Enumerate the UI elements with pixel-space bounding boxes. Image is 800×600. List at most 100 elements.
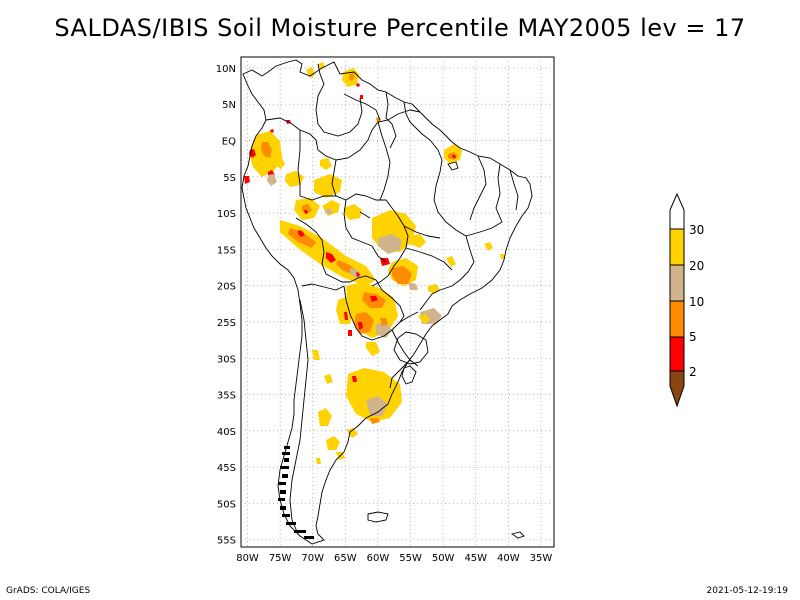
lon-tick-label: 65W <box>334 553 357 564</box>
border <box>315 63 363 137</box>
fill-yellow <box>318 408 332 426</box>
fill-yellow <box>324 374 333 384</box>
border <box>495 163 503 223</box>
latitude-tick-labels: 10N 5N EQ 5S 10S 15S 20S 25S 30S 35S 40S 45S 50S 55S <box>216 64 236 547</box>
lon-tick-label: 45W <box>464 553 487 564</box>
lat-tick-label: 5N <box>222 100 236 111</box>
legend-label: 30 <box>689 223 704 237</box>
lat-tick-label: EQ <box>222 136 236 147</box>
border <box>429 139 467 237</box>
legend-arrow-bottom <box>669 370 685 408</box>
island <box>304 536 314 539</box>
continent-outline <box>241 59 533 545</box>
island <box>294 530 306 533</box>
lat-tick-label: 15S <box>217 245 236 256</box>
percentile-fill <box>244 62 505 464</box>
fill-yellow <box>312 350 320 360</box>
border <box>391 329 419 367</box>
fill-tan <box>408 282 418 290</box>
border <box>343 285 419 341</box>
fill-yellow <box>314 174 342 198</box>
fill-yellow <box>418 314 430 324</box>
fill-tan <box>267 174 277 186</box>
fill-red <box>352 376 357 382</box>
map-title: SALDAS/IBIS Soil Moisture Percentile MAY… <box>54 14 746 42</box>
fill-yellow <box>320 158 332 170</box>
longitude-tick-labels: 80W 75W 70W 65W 60W 55W 50W 45W 40W 35W <box>236 553 552 564</box>
legend-label: 10 <box>689 295 704 309</box>
border <box>403 101 431 141</box>
island <box>510 531 525 539</box>
fill-yellow <box>336 296 354 324</box>
fill-yellow <box>326 436 340 450</box>
border <box>265 109 421 161</box>
fill-yellow <box>306 67 315 78</box>
island <box>280 466 289 469</box>
lon-tick-label: 35W <box>530 553 553 564</box>
border <box>389 359 411 389</box>
border <box>385 91 397 149</box>
coastlines-borders <box>241 59 533 545</box>
lat-tick-label: 10S <box>217 209 236 220</box>
lat-tick-label: 30S <box>217 354 236 365</box>
border <box>359 211 371 219</box>
legend-label: 20 <box>689 259 704 273</box>
island <box>367 511 389 523</box>
plot-frame <box>240 56 555 548</box>
fill-orange <box>380 318 388 326</box>
fill-red <box>244 176 250 184</box>
fill-yellow <box>366 342 380 356</box>
footer-credit: GrADS: COLA/IGES <box>6 586 91 596</box>
island <box>278 482 286 485</box>
legend-swatch-2-5 <box>669 336 685 372</box>
fill-yellow <box>500 254 505 259</box>
fill-red <box>360 95 363 99</box>
lon-tick-label: 50W <box>432 553 455 564</box>
border <box>393 331 429 365</box>
border <box>509 169 519 211</box>
fill-tan <box>376 322 392 338</box>
lat-tick-label: 5S <box>223 173 236 184</box>
footer-timestamp: 2021-05-12-19:19 <box>706 586 789 596</box>
lon-tick-label: 75W <box>269 553 292 564</box>
legend-label: 2 <box>689 365 697 379</box>
island <box>282 474 288 478</box>
border <box>431 235 475 295</box>
fill-yellow <box>346 368 402 422</box>
lat-tick-label: 40S <box>217 427 236 438</box>
border <box>289 299 309 535</box>
legend-swatch-10-20 <box>669 264 685 302</box>
border <box>371 245 387 263</box>
fill-yellow <box>346 428 358 438</box>
fill-red <box>304 210 308 214</box>
fill-orange <box>261 142 272 158</box>
fill-orange <box>370 418 380 424</box>
border <box>343 93 381 121</box>
fill-yellow <box>276 158 285 169</box>
legend-label: 5 <box>689 330 697 344</box>
legend-swatch-20-30 <box>669 228 685 266</box>
border <box>349 275 405 323</box>
graticule <box>241 57 554 547</box>
fill-red <box>370 296 378 302</box>
fill-red <box>356 272 360 277</box>
fill-yellow <box>344 204 362 220</box>
color-legend: 30 20 10 5 2 <box>669 192 704 408</box>
border <box>405 247 453 271</box>
lat-tick-label: 50S <box>217 499 236 510</box>
lon-tick-label: 60W <box>367 553 390 564</box>
lon-tick-label: 70W <box>301 553 324 564</box>
fill-yellow <box>285 171 304 187</box>
lat-tick-label: 55S <box>217 536 236 547</box>
fill-tan <box>366 396 388 416</box>
fill-yellow <box>484 242 493 251</box>
border <box>419 293 433 311</box>
fill-red <box>344 312 348 320</box>
lon-tick-label: 55W <box>399 553 422 564</box>
fill-red <box>356 83 360 87</box>
island <box>282 514 290 517</box>
fill-tan <box>378 234 402 254</box>
border <box>343 199 373 247</box>
island <box>280 490 286 494</box>
